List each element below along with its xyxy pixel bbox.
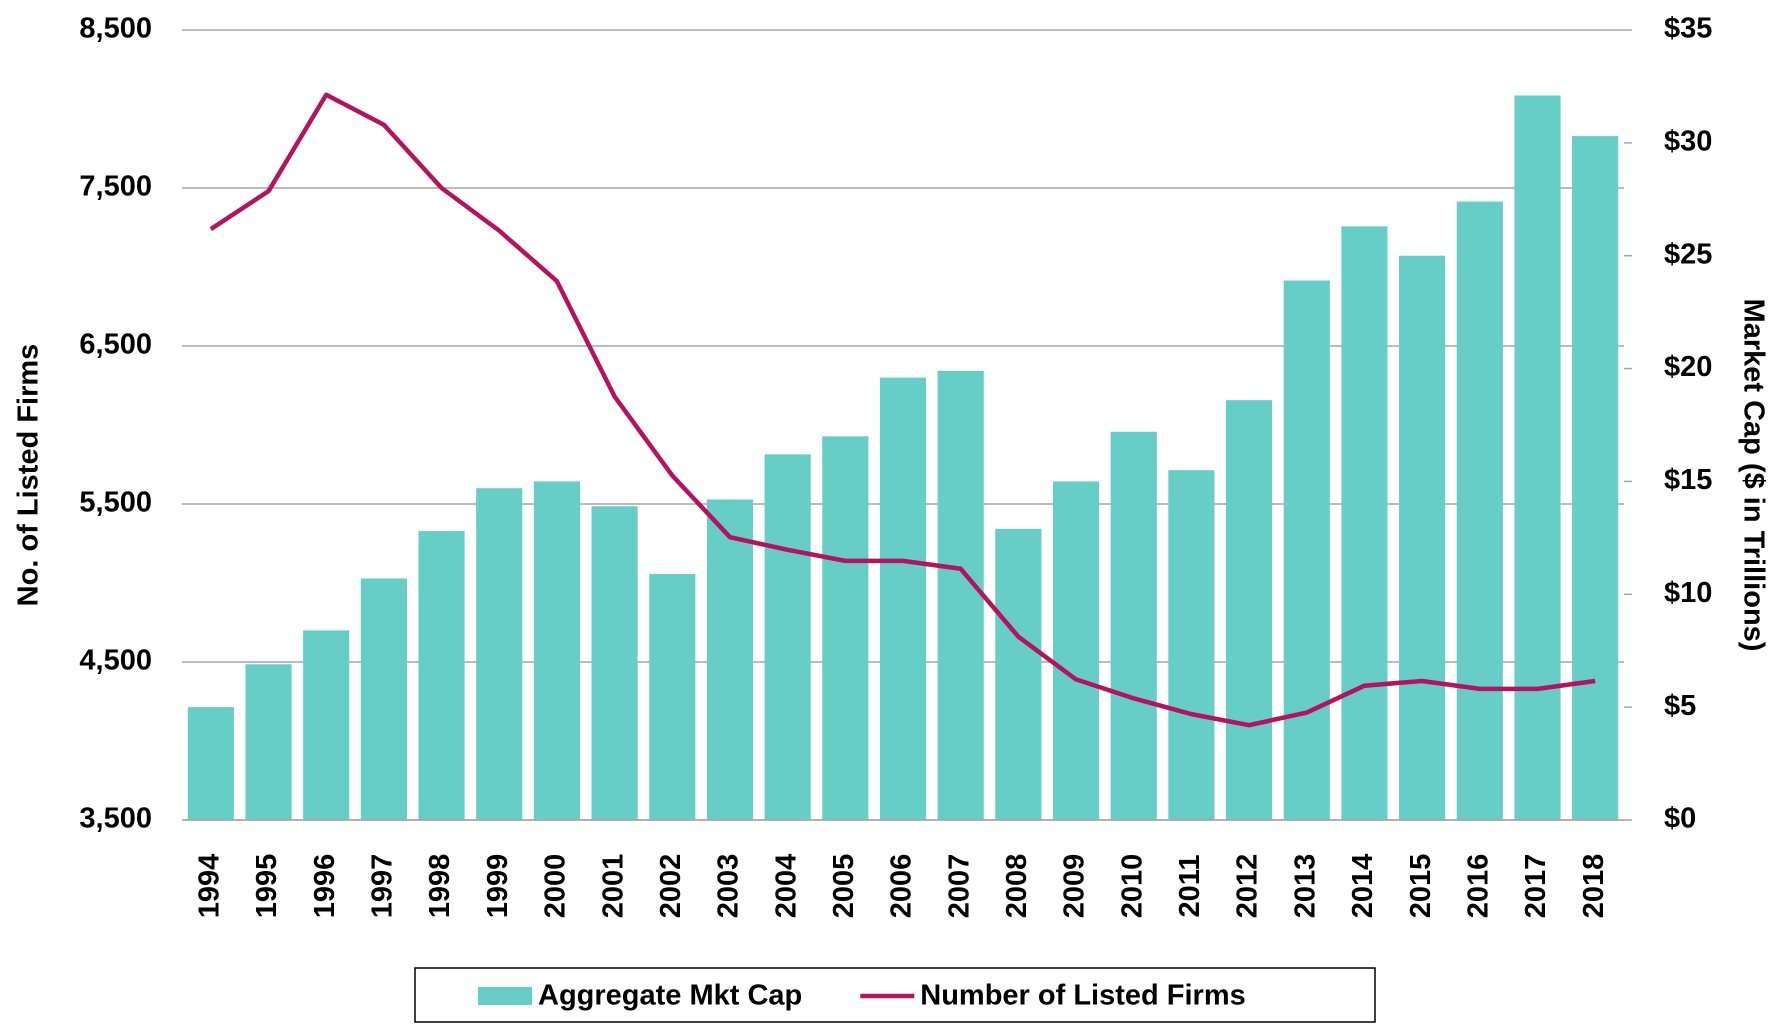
bar — [1456, 201, 1503, 821]
x-tick-label: 1997 — [367, 854, 399, 919]
x-tick-label: 2016 — [1462, 854, 1494, 919]
bar — [1283, 280, 1330, 820]
bar — [533, 481, 580, 820]
x-tick-label: 2018 — [1578, 854, 1610, 919]
x-tick-label: 2000 — [540, 854, 572, 919]
x-tick-label: 2009 — [1059, 854, 1091, 919]
y-tick-label: 3,500 — [79, 803, 152, 835]
x-tick-label: 2003 — [713, 854, 745, 919]
x-tick-label: 2017 — [1520, 854, 1552, 919]
y2-tick-label: $25 — [1664, 238, 1712, 270]
x-tick-label: 2015 — [1405, 854, 1437, 919]
bar — [418, 531, 465, 820]
bar — [649, 573, 696, 820]
bar — [591, 506, 638, 820]
y-axis-label: No. of Listed Firms — [13, 344, 45, 607]
x-tick-label: 2007 — [943, 854, 975, 919]
bar — [1110, 431, 1157, 820]
y2-axis-label: Market Cap ($ in Trillions) — [1737, 299, 1769, 652]
bar — [1052, 481, 1100, 820]
x-tick-label: 2014 — [1347, 854, 1379, 919]
y-tick-label: 6,500 — [79, 329, 152, 361]
x-tick-label: 1994 — [193, 854, 225, 919]
bar — [706, 499, 754, 820]
bar — [1572, 136, 1619, 821]
y2-tick-label: $5 — [1664, 690, 1696, 722]
y-tick-label: 8,500 — [79, 13, 152, 45]
bar — [1168, 470, 1215, 820]
bar — [879, 377, 927, 820]
bar — [187, 707, 234, 820]
legend-swatch — [478, 987, 532, 1005]
bar — [764, 454, 811, 820]
x-tick-label: 1998 — [424, 854, 456, 919]
bar — [937, 370, 984, 820]
x-tick-label: 2011 — [1174, 855, 1206, 918]
bar — [1514, 95, 1561, 820]
x-tick-label: 1999 — [482, 854, 514, 919]
y-tick-label: 5,500 — [79, 487, 152, 519]
x-tick-label: 2004 — [770, 854, 802, 919]
x-tick-label: 2008 — [1001, 854, 1033, 919]
x-tick-label: 2010 — [1116, 854, 1148, 919]
x-tick-label: 1995 — [251, 854, 283, 919]
y2-tick-label: $20 — [1664, 351, 1712, 383]
bar — [476, 488, 523, 820]
legend-label: Number of Listed Firms — [920, 980, 1246, 1012]
bar — [822, 436, 869, 820]
bar — [1399, 255, 1446, 820]
x-tick-label: 2001 — [597, 854, 629, 919]
y2-tick-label: $15 — [1664, 464, 1712, 496]
legend-label: Aggregate Mkt Cap — [538, 980, 802, 1012]
bar — [303, 630, 350, 820]
bar — [360, 578, 407, 820]
y2-tick-label: $10 — [1664, 577, 1712, 609]
y2-tick-label: $30 — [1664, 126, 1712, 158]
y-tick-label: 4,500 — [79, 645, 152, 677]
bar — [995, 528, 1042, 820]
y2-tick-label: $0 — [1664, 803, 1696, 835]
bar — [1226, 400, 1273, 820]
x-tick-label: 2012 — [1232, 854, 1264, 919]
x-tick-label: 2013 — [1289, 854, 1321, 919]
y2-tick-label: $35 — [1664, 13, 1712, 45]
x-tick-label: 2002 — [655, 854, 687, 919]
y-tick-label: 7,500 — [79, 171, 152, 203]
x-tick-label: 2006 — [886, 854, 918, 919]
x-tick-label: 2005 — [828, 854, 860, 919]
bar — [245, 664, 292, 820]
x-tick-label: 1996 — [309, 854, 341, 919]
line — [209, 92, 1596, 728]
bar — [1341, 226, 1388, 820]
